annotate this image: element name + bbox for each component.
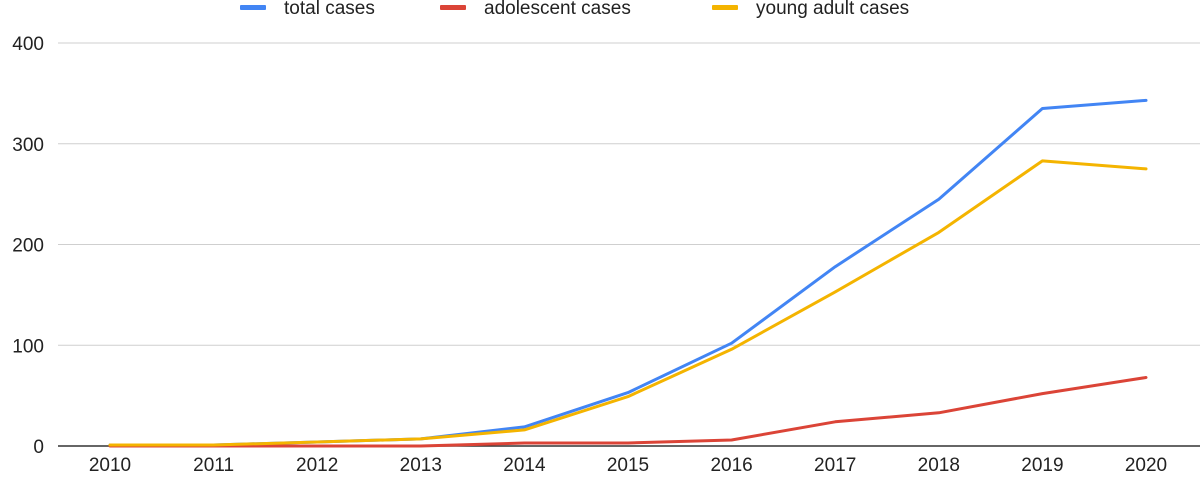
legend-item-total-cases[interactable]: total cases — [240, 0, 375, 19]
y-tick-label: 300 — [12, 135, 44, 156]
x-tick-label: 2017 — [814, 455, 856, 476]
y-tick-label: 0 — [33, 437, 44, 458]
legend-item-adolescent-cases[interactable]: adolescent cases — [440, 0, 631, 19]
x-tick-label: 2020 — [1125, 455, 1167, 476]
x-tick-label: 2015 — [607, 455, 649, 476]
series-line-adolescent-cases — [108, 376, 1148, 448]
legend-label: total cases — [284, 0, 375, 19]
x-tick-label: 2014 — [503, 455, 546, 476]
legend-swatch — [712, 5, 738, 10]
x-tick-label: 2011 — [193, 455, 234, 476]
x-tick-label: 2012 — [296, 455, 338, 476]
gridlines — [58, 42, 1200, 447]
series-lines — [108, 98, 1148, 448]
legend-item-young-adult-cases[interactable]: young adult cases — [712, 0, 909, 19]
legend-label: adolescent cases — [484, 0, 631, 19]
legend-label: young adult cases — [756, 0, 909, 19]
y-tick-label: 100 — [12, 336, 44, 357]
legend-swatch — [240, 5, 266, 10]
y-tick-label: 200 — [12, 236, 44, 257]
series-line-total-cases — [108, 98, 1148, 447]
x-tick-label: 2010 — [89, 455, 131, 476]
series-line-young-adult-cases — [108, 159, 1148, 447]
x-axis-tick-labels: 2010 2011 2012 2013 2014 2015 2016 2017 2018 2019… — [89, 455, 1167, 476]
y-tick-label: 400 — [12, 34, 44, 55]
legend-swatch — [440, 5, 466, 10]
y-axis-tick-labels: 0 100 200 300 400 — [12, 34, 44, 458]
x-tick-label: 2016 — [710, 455, 752, 476]
legend[interactable]: total cases adolescent cases young adult c… — [240, 0, 909, 19]
x-tick-label: 2019 — [1021, 455, 1063, 476]
x-tick-label: 2013 — [400, 455, 442, 476]
x-tick-label: 2018 — [918, 455, 960, 476]
